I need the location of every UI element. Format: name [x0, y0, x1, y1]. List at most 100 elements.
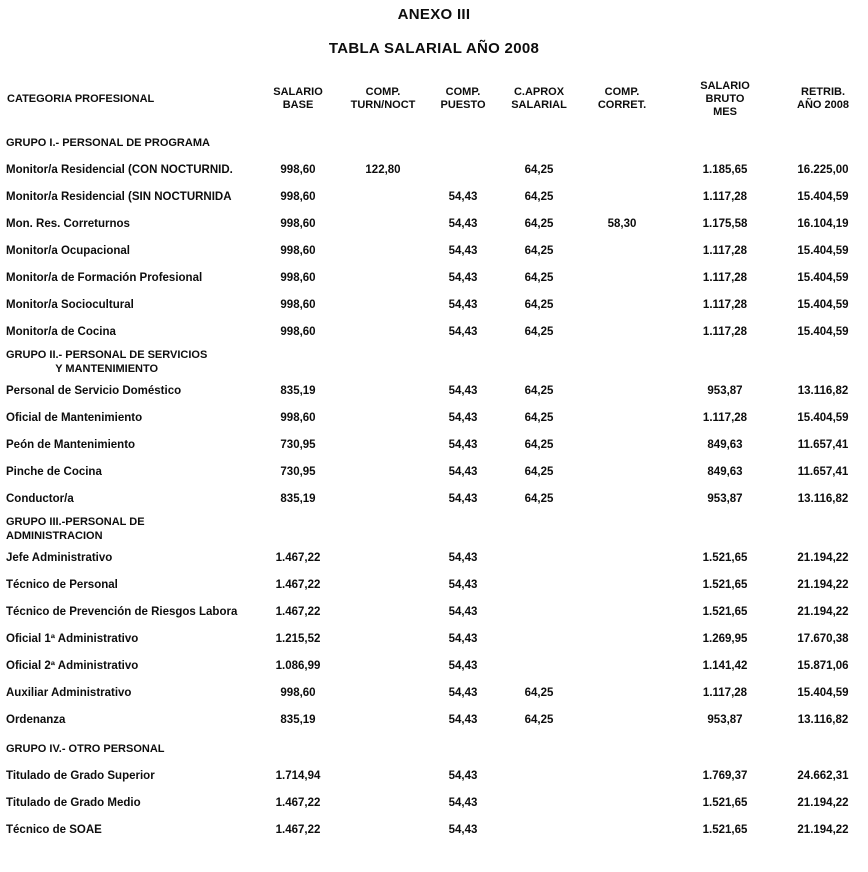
value-cell-retrib-ano-2008: 16.104,19 [797, 217, 849, 230]
value-cell-c-aprox-salarial: 64,25 [524, 686, 554, 699]
value-cell-retrib-ano-2008: 15.404,59 [797, 411, 849, 424]
value-cell-comp-turn-noct [340, 458, 426, 485]
category-cell: Conductor/a [6, 492, 74, 505]
value-cell-c-aprox-salarial: 64,25 [524, 438, 554, 451]
value-cell-salario-bruto-mes: 953,87 [707, 713, 743, 726]
value-cell-comp-corret: 58,30 [607, 217, 637, 230]
table-row: Auxiliar Administrativo 998,60 54,43 64,25 1… [6, 679, 862, 706]
value-cell-salario-bruto-mes: 1.117,28 [702, 271, 748, 284]
value-cell-salario-bruto-mes: 849,63 [707, 438, 743, 451]
table-row: Monitor/a Residencial (CON NOCTURNID. 998… [6, 156, 862, 183]
category-cell: Monitor/a de Formación Profesional [6, 271, 203, 284]
value-cell-comp-turn-noct [340, 652, 426, 679]
category-cell: Auxiliar Administrativo [6, 686, 132, 699]
value-cell-comp-puesto: 54,43 [448, 713, 478, 726]
category-cell: Técnico de Personal [6, 578, 118, 591]
value-cell-comp-corret [578, 652, 666, 679]
value-cell-retrib-ano-2008: 16.225,00 [797, 163, 849, 176]
value-cell-comp-turn-noct [340, 485, 426, 512]
value-cell-salario-bruto-mes: 1.117,28 [702, 686, 748, 699]
value-cell-comp-turn-noct [340, 625, 426, 652]
value-cell-c-aprox-salarial [500, 652, 578, 679]
value-cell-salario-base: 1.714,94 [275, 769, 321, 782]
value-cell-retrib-ano-2008: 15.404,59 [797, 686, 849, 699]
table-row: Monitor/a Residencial (SIN NOCTURNIDA 998… [6, 183, 862, 210]
value-cell-comp-puesto: 54,43 [448, 298, 478, 311]
table-row: Técnico de Personal 1.467,22 54,43 1.521,65… [6, 571, 862, 598]
value-cell-c-aprox-salarial: 64,25 [524, 244, 554, 257]
category-cell: Oficial 2ª Administrativo [6, 659, 139, 672]
value-cell-retrib-ano-2008: 13.116,82 [797, 492, 849, 505]
column-header-categoria-profesional: CATEGORIA PROFESIONAL [7, 92, 155, 105]
group-label: GRUPO I.- PERSONAL DE PROGRAMA [6, 136, 210, 149]
value-cell-retrib-ano-2008: 21.194,22 [797, 605, 849, 618]
value-cell-c-aprox-salarial: 64,25 [524, 190, 554, 203]
column-header-salario-bruto-mes: SALARIO BRUTO MES [700, 79, 750, 118]
value-cell-salario-bruto-mes: 1.769,37 [702, 769, 748, 782]
value-cell-salario-bruto-mes: 1.117,28 [702, 244, 748, 257]
value-cell-c-aprox-salarial [500, 816, 578, 843]
value-cell-retrib-ano-2008: 15.404,59 [797, 271, 849, 284]
category-cell: Monitor/a de Cocina [6, 325, 116, 338]
table-row: Técnico de SOAE 1.467,22 54,43 1.521,65 21.1… [6, 816, 862, 843]
value-cell-salario-bruto-mes: 849,63 [707, 465, 743, 478]
value-cell-salario-base: 998,60 [280, 244, 316, 257]
value-cell-c-aprox-salarial [500, 544, 578, 571]
value-cell-comp-puesto: 54,43 [448, 384, 478, 397]
value-cell-comp-puesto: 54,43 [448, 325, 478, 338]
value-cell-salario-bruto-mes: 1.521,65 [702, 578, 748, 591]
value-cell-retrib-ano-2008: 15.404,59 [797, 325, 849, 338]
category-cell: Técnico de Prevención de Riesgos Labora [6, 605, 238, 618]
value-cell-retrib-ano-2008: 17.670,38 [797, 632, 849, 645]
value-cell-comp-turn-noct [340, 789, 426, 816]
value-cell-comp-turn-noct [340, 237, 426, 264]
value-cell-comp-corret [578, 156, 666, 183]
value-cell-salario-base: 998,60 [280, 271, 316, 284]
value-cell-comp-corret [578, 404, 666, 431]
value-cell-c-aprox-salarial [500, 789, 578, 816]
group-header-row: GRUPO IV.- OTRO PERSONAL [6, 733, 862, 762]
value-cell-comp-corret [578, 679, 666, 706]
table-row: Peón de Mantenimiento 730,95 54,43 64,25 849… [6, 431, 862, 458]
value-cell-salario-base: 1.086,99 [275, 659, 321, 672]
value-cell-comp-puesto: 54,43 [448, 217, 478, 230]
value-cell-c-aprox-salarial [500, 625, 578, 652]
value-cell-retrib-ano-2008: 13.116,82 [797, 713, 849, 726]
value-cell-salario-base: 730,95 [280, 438, 316, 451]
value-cell-c-aprox-salarial [500, 571, 578, 598]
value-cell-comp-turn-noct [340, 377, 426, 404]
category-cell: Pinche de Cocina [6, 465, 102, 478]
value-cell-salario-base: 998,60 [280, 163, 316, 176]
value-cell-c-aprox-salarial: 64,25 [524, 325, 554, 338]
category-cell: Monitor/a Ocupacional [6, 244, 130, 257]
value-cell-salario-bruto-mes: 1.175,58 [702, 217, 748, 230]
table-row: Monitor/a de Formación Profesional 998,60… [6, 264, 862, 291]
value-cell-salario-bruto-mes: 1.521,65 [702, 551, 748, 564]
value-cell-comp-turn-noct [340, 544, 426, 571]
value-cell-salario-base: 1.467,22 [275, 605, 321, 618]
value-cell-comp-corret [578, 625, 666, 652]
value-cell-salario-base: 730,95 [280, 465, 316, 478]
value-cell-comp-puesto: 54,43 [448, 605, 478, 618]
value-cell-comp-turn-noct [340, 210, 426, 237]
value-cell-comp-puesto [426, 156, 500, 183]
category-cell: Oficial 1ª Administrativo [6, 632, 139, 645]
table-row: Titulado de Grado Superior 1.714,94 54,43 1… [6, 762, 862, 789]
value-cell-comp-puesto: 54,43 [448, 438, 478, 451]
value-cell-comp-turn-noct [340, 318, 426, 345]
column-header-comp-puesto: COMP. PUESTO [440, 86, 486, 111]
value-cell-comp-puesto: 54,43 [448, 411, 478, 424]
value-cell-comp-puesto: 54,43 [448, 578, 478, 591]
value-cell-comp-turn-noct [340, 183, 426, 210]
value-cell-retrib-ano-2008: 15.404,59 [797, 298, 849, 311]
value-cell-salario-base: 1.215,52 [275, 632, 321, 645]
table-row: Conductor/a 835,19 54,43 64,25 953,87 13.116,… [6, 485, 862, 512]
value-cell-salario-base: 835,19 [280, 492, 316, 505]
value-cell-salario-bruto-mes: 1.117,28 [702, 325, 748, 338]
value-cell-comp-puesto: 54,43 [448, 823, 478, 836]
table-row: Pinche de Cocina 730,95 54,43 64,25 849,63 11… [6, 458, 862, 485]
value-cell-comp-corret [578, 571, 666, 598]
value-cell-comp-corret [578, 485, 666, 512]
group-label: GRUPO IV.- OTRO PERSONAL [6, 742, 165, 755]
